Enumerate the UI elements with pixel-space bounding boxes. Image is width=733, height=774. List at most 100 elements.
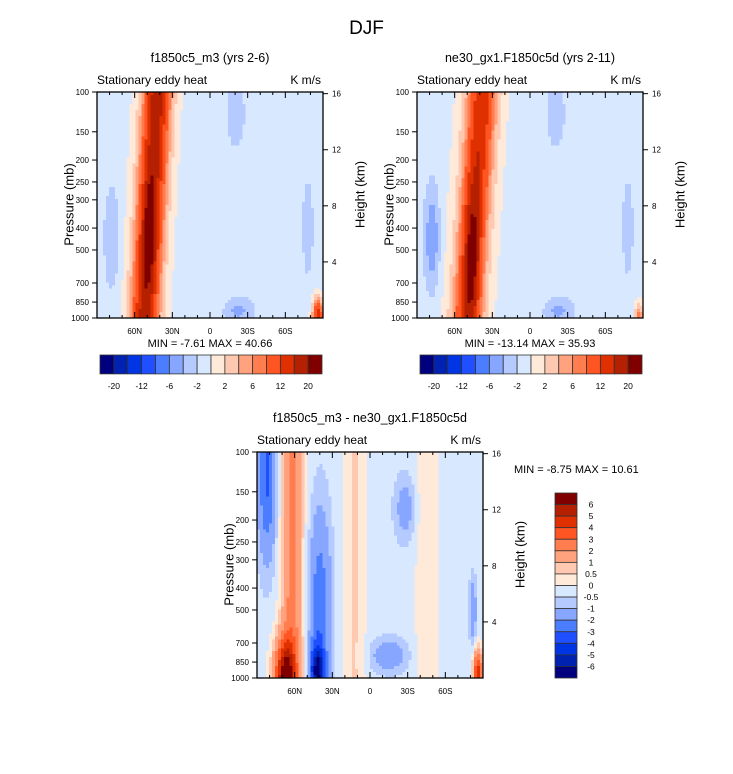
contour-cell (320, 264, 324, 268)
contour-cell (153, 92, 157, 96)
contour-cell (308, 249, 312, 253)
contour-cell (105, 148, 110, 152)
contour-cell (204, 270, 208, 274)
contour-cell (290, 196, 294, 200)
contour-cell (195, 264, 199, 268)
contour-cell (320, 246, 324, 251)
contour-cell (236, 190, 241, 194)
contour-cell (105, 163, 110, 167)
contour-cell (132, 166, 137, 170)
contour-cell (311, 264, 315, 268)
contour-cell (257, 157, 261, 161)
contour-cell (296, 240, 300, 245)
contour-cell (311, 255, 315, 259)
contour-cell (266, 175, 270, 179)
contour-cell (201, 172, 205, 176)
contour-cell (186, 133, 190, 138)
contour-cell (97, 270, 101, 274)
contour-cell (224, 112, 229, 117)
contour-cell (269, 264, 273, 268)
contour-cell (272, 243, 276, 248)
contour-cell (242, 136, 247, 140)
contour-cell (141, 210, 145, 215)
contour-cell (120, 127, 125, 132)
contour-cell (141, 252, 145, 256)
contour-cell (233, 145, 238, 149)
contour-cell (212, 106, 217, 111)
contour-cell (221, 166, 226, 170)
contour-cell (135, 103, 140, 108)
contour-cell (242, 228, 247, 233)
contour-cell (207, 160, 211, 164)
contour-cell (171, 92, 175, 96)
contour-cell (254, 100, 258, 105)
contour-cell (171, 273, 175, 277)
contour-cell (293, 178, 297, 182)
contour-cell (314, 202, 318, 206)
contour-cell (263, 142, 267, 146)
contour-cell (144, 92, 148, 96)
contour-cell (186, 136, 190, 140)
contour-cell (278, 243, 282, 248)
contour-cell (296, 157, 300, 161)
contour-cell (314, 282, 318, 286)
contour-cell (218, 92, 223, 96)
contour-cell (210, 178, 214, 182)
contour-cell (204, 225, 208, 230)
contour-cell (293, 267, 297, 271)
contour-cell (165, 94, 169, 99)
contour-cell (192, 124, 196, 129)
contour-cell (111, 133, 116, 138)
contour-cell (156, 172, 160, 176)
contour-cell (230, 103, 235, 108)
contour-cell (114, 142, 119, 146)
contour-cell (174, 92, 178, 96)
contour-cell (117, 219, 122, 224)
contour-cell (236, 181, 241, 185)
contour-cell (242, 103, 247, 108)
contour-cell (99, 228, 104, 233)
contour-cell (248, 213, 253, 218)
contour-cell (201, 213, 205, 218)
contour-cell (141, 163, 145, 167)
contour-cell (105, 225, 110, 230)
contour-cell (99, 270, 104, 274)
contour-cell (278, 213, 282, 218)
contour-cell (218, 97, 223, 102)
contour-cell (132, 124, 137, 129)
contour-cell (275, 228, 279, 233)
contour-cell (123, 282, 128, 286)
contour-cell (269, 166, 273, 170)
contour-cell (174, 148, 178, 152)
contour-cell (153, 205, 157, 209)
contour-cell (108, 216, 113, 221)
contour-cell (108, 240, 113, 245)
contour-cell (141, 231, 145, 236)
contour-cell (266, 222, 270, 227)
contour-cell (189, 207, 193, 212)
contour-cell (186, 163, 190, 167)
contour-cell (296, 213, 300, 218)
contour-cell (287, 261, 291, 265)
contour-cell (278, 118, 282, 123)
contour-cell (201, 136, 205, 140)
contour-cell (266, 273, 270, 277)
contour-cell (254, 109, 258, 114)
contour-cell (233, 112, 238, 117)
contour-cell (177, 190, 181, 194)
contour-cell (195, 100, 199, 105)
contour-cell (278, 106, 282, 111)
contour-cell (150, 261, 154, 265)
contour-cell (195, 187, 199, 191)
contour-cell (299, 282, 303, 286)
contour-cell (195, 246, 199, 251)
contour-cell (245, 285, 250, 289)
contour-cell (293, 118, 297, 123)
contour-cell (117, 94, 122, 99)
contour-cell (159, 234, 163, 239)
contour-cell (123, 207, 128, 212)
contour-cell (159, 145, 163, 149)
contour-cell (317, 282, 321, 286)
contour-cell (180, 106, 184, 111)
contour-cell (195, 154, 199, 158)
